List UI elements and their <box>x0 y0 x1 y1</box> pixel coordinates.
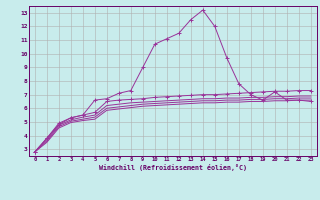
X-axis label: Windchill (Refroidissement éolien,°C): Windchill (Refroidissement éolien,°C) <box>99 164 247 171</box>
